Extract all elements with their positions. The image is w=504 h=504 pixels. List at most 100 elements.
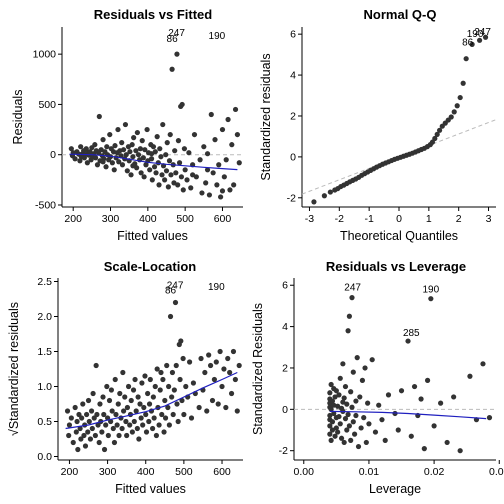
data-point	[346, 423, 352, 429]
data-point	[202, 369, 208, 376]
data-point	[173, 362, 179, 369]
data-point	[210, 170, 216, 176]
data-point	[197, 157, 203, 163]
point-annotation: 190	[422, 284, 439, 295]
data-point	[66, 422, 73, 428]
data-point	[204, 151, 211, 157]
data-point	[100, 159, 106, 165]
data-point	[106, 397, 113, 404]
data-point	[104, 383, 110, 390]
data-point	[128, 397, 134, 404]
data-point	[115, 126, 121, 133]
x-tick-label: 0.00	[294, 466, 315, 478]
data-point	[153, 170, 159, 176]
panel-title: Normal Q-Q	[364, 7, 437, 22]
data-point	[173, 170, 179, 176]
data-point	[160, 121, 166, 128]
y-tick-label: 6	[282, 280, 288, 292]
y-tick-label: -2	[279, 445, 288, 457]
data-point	[225, 355, 231, 362]
data-point	[216, 162, 222, 168]
data-point	[196, 404, 202, 411]
data-point	[372, 429, 379, 435]
data-point	[467, 373, 473, 379]
data-point	[342, 383, 349, 390]
data-point	[469, 41, 475, 47]
data-point	[344, 427, 350, 433]
data-point	[158, 154, 164, 160]
data-point	[105, 432, 111, 439]
data-point	[92, 155, 99, 161]
y-tick-label: 4	[282, 321, 288, 333]
x-tick-label: 2	[456, 213, 462, 225]
point-annotation: 285	[403, 328, 420, 339]
data-point	[111, 167, 117, 173]
data-point	[354, 355, 360, 361]
data-point	[119, 162, 126, 168]
data-point	[159, 411, 165, 418]
data-point	[154, 366, 160, 372]
smooth-trend-line	[69, 153, 238, 171]
data-point	[448, 114, 454, 120]
data-point	[161, 429, 167, 435]
x-axis-label: Fitted values	[117, 229, 188, 243]
data-point	[139, 380, 145, 386]
data-point	[86, 418, 92, 425]
data-point	[166, 158, 173, 164]
data-point	[214, 182, 220, 188]
x-tick-label: 300	[102, 213, 120, 225]
data-point	[140, 155, 146, 161]
data-point	[150, 394, 156, 400]
y-tick-label: 0.0	[37, 451, 52, 463]
data-point	[236, 362, 242, 369]
data-point	[358, 425, 364, 431]
data-point	[146, 401, 153, 407]
data-point	[212, 137, 218, 143]
data-point	[327, 390, 333, 396]
data-point	[140, 422, 146, 428]
data-point	[328, 381, 334, 388]
data-point	[162, 177, 168, 183]
data-point	[138, 415, 144, 421]
data-point	[68, 415, 74, 421]
data-point	[135, 152, 142, 158]
data-point	[125, 383, 132, 390]
data-point	[311, 199, 317, 205]
x-axis-label: Fitted values	[115, 482, 186, 496]
data-point	[398, 388, 405, 394]
data-point	[217, 348, 223, 355]
data-point	[321, 193, 327, 199]
data-point	[127, 149, 133, 155]
data-point	[133, 148, 139, 154]
data-point	[336, 413, 342, 420]
data-point	[227, 369, 233, 376]
data-point	[128, 172, 134, 178]
data-point	[181, 411, 187, 418]
data-point	[486, 415, 493, 421]
data-point	[198, 355, 204, 362]
data-point	[132, 376, 138, 383]
data-point	[134, 129, 140, 136]
data-point	[100, 394, 106, 400]
data-point	[109, 408, 115, 414]
data-point	[213, 359, 219, 365]
data-point	[207, 362, 214, 369]
data-point	[229, 142, 235, 148]
data-point	[341, 439, 347, 446]
panel-title: Residuals vs Leverage	[326, 259, 466, 274]
data-point	[157, 387, 163, 393]
data-point	[162, 415, 169, 421]
x-axis-label: Theoretical Quantiles	[340, 229, 458, 243]
data-point	[152, 383, 158, 390]
data-point	[109, 160, 115, 166]
data-point	[327, 431, 333, 437]
data-point	[124, 404, 131, 411]
data-point	[148, 156, 155, 162]
x-tick-label: 600	[213, 466, 231, 478]
data-point	[348, 437, 354, 443]
data-point	[327, 423, 333, 429]
data-point	[329, 398, 336, 404]
data-point	[72, 156, 78, 162]
data-point	[110, 425, 116, 432]
data-point	[118, 153, 124, 159]
